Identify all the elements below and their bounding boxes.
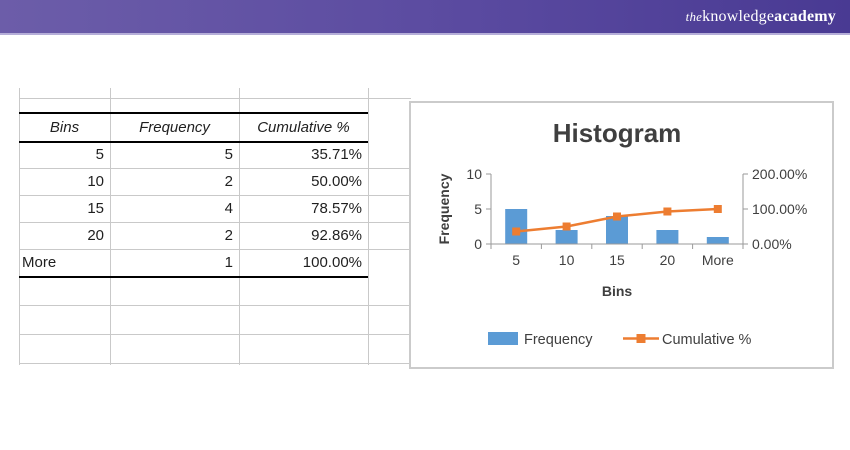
cumulative-line-marker[interactable] [562,222,571,231]
logo-academy: academy [774,7,836,25]
table-cell[interactable]: 5 [95,146,104,163]
table-cell[interactable]: 92.86% [311,227,362,244]
table-border-thick [19,112,368,114]
table-cell[interactable]: 20 [87,227,104,244]
legend-label-frequency: Frequency [524,332,593,348]
table-border-thick [19,141,368,143]
grid-line-horizontal [19,168,411,169]
table-header-cell[interactable]: Bins [49,119,80,136]
brand-header-bar: theknowledgeacademy [0,0,850,35]
right-axis-tick-label: 200.00% [752,166,807,182]
spreadsheet[interactable]: Bins Frequency Cumulative % 5 5 35.71% 10 2 50.0… [19,88,411,367]
table-cell[interactable]: 10 [87,173,104,190]
left-axis-tick-label: 10 [466,166,482,182]
grid-line-horizontal [19,195,411,196]
grid-line-horizontal [19,249,411,250]
x-axis-category-label: More [702,252,734,268]
bar-frequency[interactable] [505,209,528,244]
cumulative-line-marker[interactable] [613,212,621,221]
table-cell[interactable]: 15 [87,200,104,217]
grid-line-horizontal [19,222,411,223]
table-cell[interactable]: 35.71% [311,146,362,163]
legend-label-cumulative: Cumulative % [662,332,752,348]
chart-title: Histogram [553,118,682,148]
table-cell[interactable]: 100.00% [302,254,362,271]
bar-frequency[interactable] [706,237,729,244]
grid-line-horizontal [19,363,411,364]
x-axis-category-label: 10 [559,252,575,268]
x-axis-category-label: 20 [660,252,676,268]
table-cell[interactable]: 2 [224,173,233,190]
table-cell[interactable]: 5 [224,146,233,163]
cumulative-line-marker[interactable] [663,207,672,216]
table-cell[interactable]: 50.00% [311,173,362,190]
grid-line-horizontal [19,334,411,335]
table-cell[interactable]: 2 [224,227,233,244]
table-cell[interactable]: More [22,254,57,271]
grid-line-vertical [110,88,111,365]
left-axis-tick-label: 5 [474,201,482,217]
cumulative-line-marker[interactable] [512,227,521,236]
grid-line-horizontal [19,98,411,99]
table-header-cell[interactable]: Cumulative % [257,119,350,136]
logo-knowledge: knowledge [702,7,775,25]
table-cell[interactable]: 1 [224,254,233,271]
bar-frequency[interactable] [656,230,679,244]
brand-logo: theknowledgeacademy [686,8,850,26]
x-axis-title: Bins [602,283,633,299]
x-axis-category-label: 15 [609,252,625,268]
histogram-chart[interactable]: Histogram 10 5 0 200.00% 100.00% 0.00% 5 10 15 20 M… [409,101,834,369]
bar-frequency[interactable] [606,216,628,244]
logo-the: the [685,8,703,24]
right-axis-tick-label: 100.00% [752,201,807,217]
bar-frequency[interactable] [555,230,578,244]
table-cell[interactable]: 4 [224,200,233,217]
legend-swatch-frequency [488,332,518,345]
table-cell[interactable]: 78.57% [311,200,362,217]
x-axis-category-label: 5 [512,252,520,268]
grid-line-horizontal [19,305,411,306]
right-axis-tick-label: 0.00% [752,236,792,252]
y-axis-title: Frequency [436,173,452,244]
table-border-thick [19,276,368,278]
cumulative-line-marker[interactable] [713,205,722,213]
grid-line-vertical [368,88,369,365]
grid-line-vertical [239,88,240,365]
chart-canvas: Histogram 10 5 0 200.00% 100.00% 0.00% 5 10 15 20 M… [436,118,807,348]
grid-line-vertical [19,88,20,365]
left-axis-tick-label: 0 [474,236,482,252]
legend-marker-cumulative [636,334,646,343]
table-header-cell[interactable]: Frequency [139,119,210,136]
